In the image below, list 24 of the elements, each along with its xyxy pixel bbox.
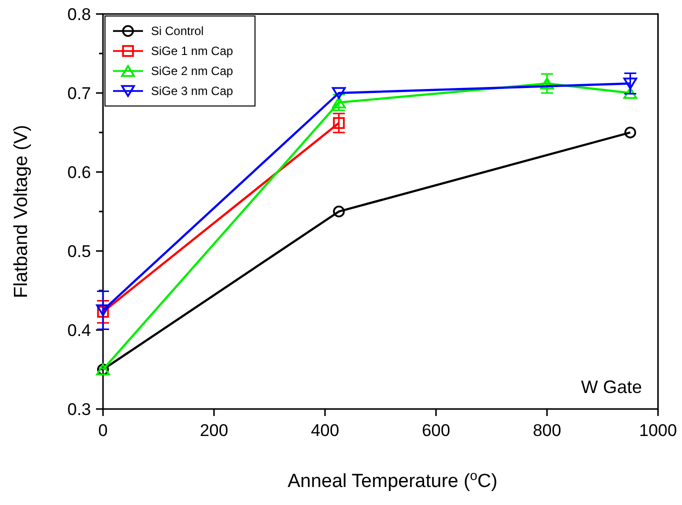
- y-tick-label: 0.4: [67, 321, 91, 340]
- x-tick-label: 600: [422, 421, 450, 440]
- y-tick-label: 0.5: [67, 242, 91, 261]
- legend-label: SiGe 2 nm Cap: [151, 64, 234, 78]
- legend-label: SiGe 1 nm Cap: [151, 44, 234, 58]
- legend-label: Si Control: [151, 24, 204, 38]
- y-tick-label: 0.7: [67, 84, 91, 103]
- point: [332, 206, 345, 218]
- point: [624, 126, 636, 138]
- x-tick-label: 400: [310, 421, 340, 440]
- y-tick-label: 0.6: [67, 163, 91, 182]
- x-tick-label: 1000: [639, 421, 677, 440]
- x-tick-label: 800: [532, 421, 562, 440]
- annotation: W Gate: [580, 377, 642, 397]
- y-axis-title: Flatband Voltage (V): [11, 124, 32, 298]
- point: [332, 87, 346, 99]
- point: [623, 87, 638, 99]
- y-tick-label: 0.8: [67, 5, 91, 24]
- point: [623, 78, 638, 90]
- y-tick-label: 0.3: [67, 400, 91, 419]
- x-tick-label: 200: [200, 421, 228, 440]
- legend-label: SiGe 3 nm Cap: [151, 84, 234, 98]
- x-axis-title: Anneal Temperature ($^{o}$C): [288, 468, 498, 492]
- x-tick-label: 0: [98, 421, 108, 440]
